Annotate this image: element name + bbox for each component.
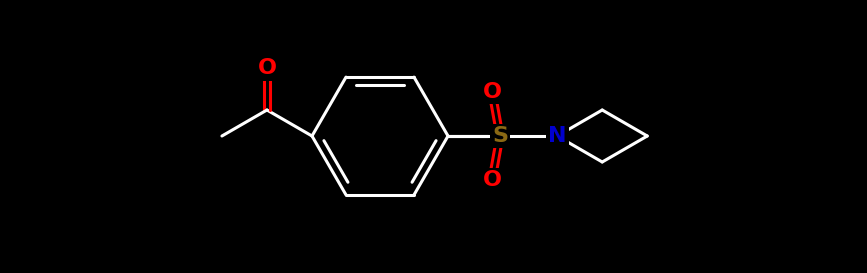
- Text: O: O: [257, 58, 277, 78]
- Text: S: S: [492, 126, 508, 146]
- Text: N: N: [548, 126, 566, 146]
- Text: O: O: [483, 170, 501, 190]
- Text: O: O: [483, 82, 501, 102]
